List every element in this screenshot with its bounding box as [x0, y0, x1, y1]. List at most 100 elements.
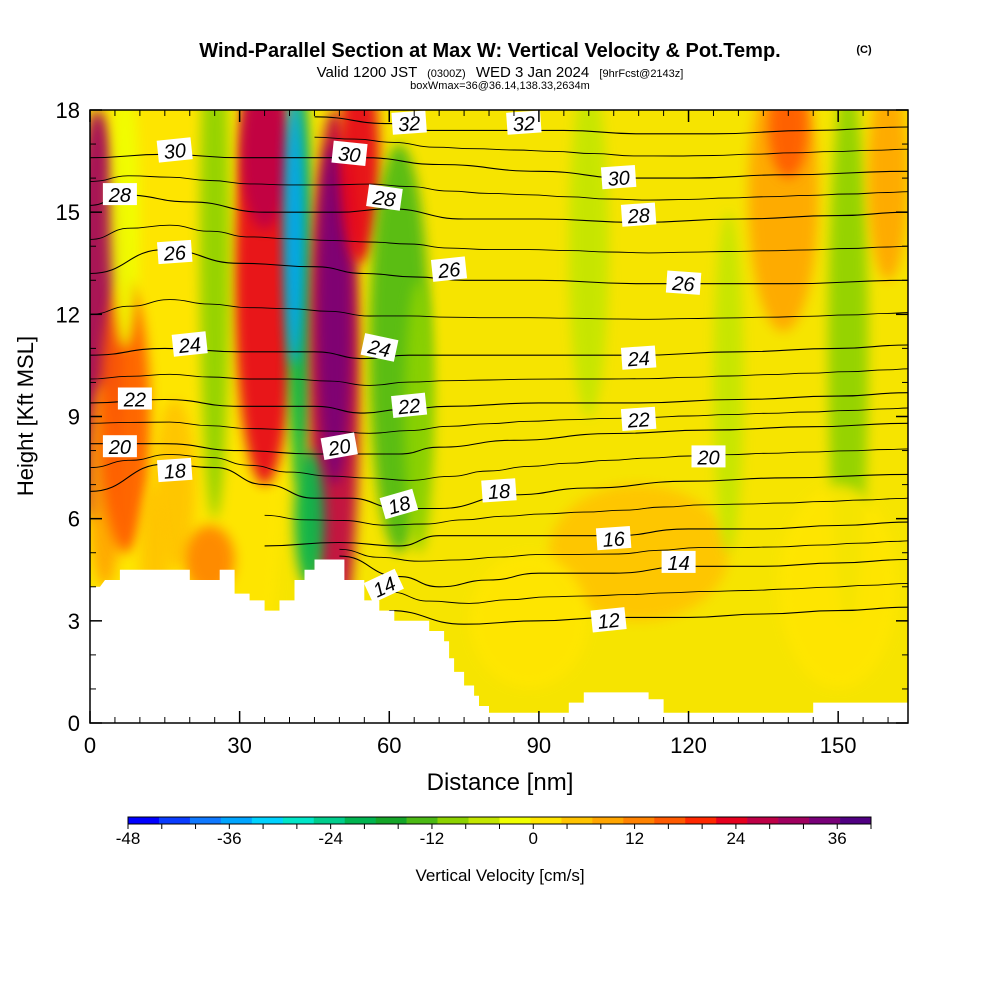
contour-label-bg — [157, 239, 193, 265]
contour-label-bg — [595, 525, 632, 551]
velocity-cell — [109, 110, 140, 349]
colorbar-tick-label: 0 — [529, 829, 538, 848]
contour-18 — [90, 463, 908, 510]
contour-label-bg — [157, 457, 193, 483]
contour-label-bg — [661, 550, 696, 573]
contour-label-bg — [391, 110, 427, 135]
velocity-cell — [316, 144, 352, 485]
contour-label-group: 26 — [665, 270, 702, 297]
pot-temp-contours — [90, 116, 908, 625]
contour-label-bg — [320, 432, 358, 461]
contour-label: 26 — [436, 259, 462, 283]
colorbar-swatch — [561, 817, 593, 824]
contour-label: 30 — [337, 143, 361, 167]
contour-label-group: 30 — [600, 164, 637, 191]
contour-label-bg — [600, 164, 637, 190]
contour-minor — [90, 175, 908, 201]
colorbar-swatch — [282, 817, 315, 824]
forecast-info: [9hrFcst@2143z] — [599, 68, 683, 80]
contour-label: 28 — [108, 185, 131, 207]
contour-label-group: 18 — [157, 457, 193, 484]
contour-minor — [90, 448, 908, 481]
contour-20 — [90, 422, 908, 455]
contour-label-bg — [366, 184, 403, 211]
colorbar-swatch — [344, 817, 376, 824]
contour-label: 14 — [667, 553, 689, 575]
velocity-cell — [404, 280, 435, 553]
contour-minor — [314, 136, 908, 157]
contour-label-group: 28 — [102, 183, 137, 207]
contour-label: 16 — [602, 528, 627, 552]
velocity-cell — [239, 110, 290, 230]
contour-label: 20 — [108, 437, 131, 459]
contour-label-bg — [506, 110, 542, 135]
contour-label-bg — [391, 392, 428, 419]
contour-label: 22 — [396, 395, 421, 419]
contour-label: 24 — [626, 348, 651, 372]
velocity-cell — [713, 212, 744, 553]
contour-label-group: 24 — [360, 333, 399, 362]
y-tick-label: 18 — [56, 98, 80, 123]
valid-prefix: Valid 1200 JST — [317, 64, 417, 81]
x-tick-label: 150 — [820, 733, 857, 758]
y-tick-label: 3 — [68, 609, 80, 634]
contour-label-group: 24 — [620, 345, 657, 372]
contour-label-group: 14 — [661, 550, 696, 575]
contour-label: 12 — [597, 610, 621, 634]
contour-label-group: 32 — [506, 110, 542, 136]
contour-16 — [264, 521, 908, 547]
colorbar-swatch — [189, 817, 222, 824]
colorbar-swatch — [778, 817, 810, 824]
x-tick-label: 90 — [527, 733, 551, 758]
contour-minor — [90, 368, 908, 386]
colorbar-swatch — [406, 817, 438, 824]
contour-label-group: 18 — [481, 478, 517, 504]
valid-date: WED 3 Jan 2024 — [476, 64, 589, 81]
velocity-cell — [868, 110, 908, 281]
x-tick-label: 120 — [670, 733, 707, 758]
contour-14 — [339, 555, 908, 588]
contour-label: 30 — [607, 167, 631, 190]
colorbar-tick-label: 36 — [828, 829, 847, 848]
contour-12 — [389, 606, 908, 625]
x-tick-label: 0 — [84, 733, 96, 758]
contour-24 — [90, 344, 908, 360]
valid-line: Valid 1200 JST (0300Z) WED 3 Jan 2024 [9… — [317, 64, 684, 81]
colorbar-swatch — [437, 817, 469, 824]
contour-label: 28 — [626, 205, 651, 229]
y-tick-label: 15 — [56, 200, 80, 225]
contour-label: 26 — [162, 242, 188, 266]
colorbar-tick-label: -48 — [116, 829, 141, 848]
contour-label-bg — [620, 345, 657, 370]
contour-label-group: 26 — [157, 239, 193, 266]
colorbar-swatch — [251, 817, 284, 824]
colorbar-tick-label: 24 — [726, 829, 745, 848]
colorbar-swatch — [840, 817, 872, 824]
x-tick-label: 60 — [377, 733, 401, 758]
contour-label-group: 20 — [691, 445, 726, 469]
contour-label-group: 30 — [156, 137, 193, 164]
contour-label-bg — [102, 183, 137, 206]
contour-minor — [90, 299, 908, 320]
contour-label: 18 — [487, 481, 511, 504]
contour-label-group: 20 — [102, 435, 137, 459]
contour-label-bg — [620, 202, 657, 227]
contour-label-group: 28 — [366, 184, 403, 212]
contour-label: 22 — [626, 409, 651, 433]
contour-30 — [90, 153, 908, 179]
velocity-cell — [768, 110, 809, 179]
contour-label: 20 — [696, 447, 719, 469]
y-tick-label: 12 — [56, 302, 80, 327]
x-axis-label: Distance [nm] — [427, 769, 574, 796]
contour-label: 32 — [512, 113, 536, 136]
contour-label: 18 — [163, 460, 187, 483]
contour-label-group: 26 — [430, 256, 468, 283]
contour-label-group: 16 — [595, 525, 632, 552]
velocity-cell — [99, 280, 150, 553]
contour-22 — [90, 392, 908, 414]
contour-minor — [339, 540, 908, 562]
contour-minor — [90, 224, 908, 254]
contour-label-bg — [430, 256, 468, 282]
